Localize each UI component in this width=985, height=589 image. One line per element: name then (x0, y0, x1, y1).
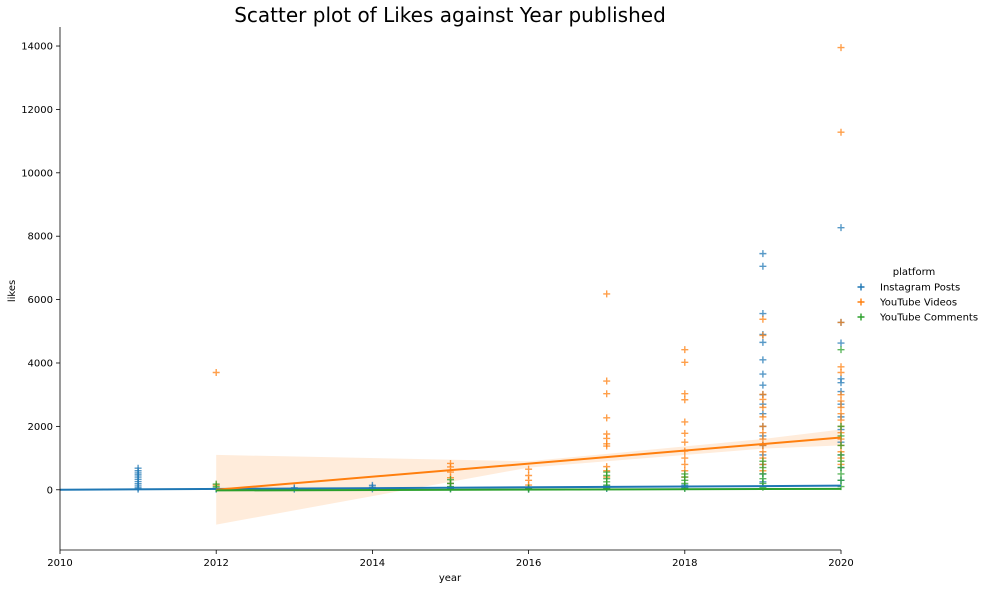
x-tick-label-2: 2014 (360, 558, 385, 569)
series-1-point-56 (837, 410, 845, 418)
y-tick-label-6: 12000 (21, 105, 53, 116)
series-1-point-18 (603, 442, 611, 450)
series-1-point-7 (525, 465, 533, 473)
series-0-point-27 (759, 250, 767, 258)
y-tick-label-5: 10000 (21, 168, 53, 179)
series-0-point-34 (759, 381, 767, 389)
x-tick-label-1: 2012 (203, 558, 228, 569)
x-tick-label-4: 2018 (672, 558, 697, 569)
series-0-point-33 (759, 370, 767, 378)
series-0-point-47 (837, 339, 845, 347)
x-axis-label: year (439, 573, 462, 584)
series-1-points (212, 44, 845, 489)
series-1-point-35 (759, 331, 767, 339)
y-tick-label-1: 2000 (28, 422, 53, 433)
series-1-point-28 (681, 438, 689, 446)
series-1-point-0 (212, 368, 220, 376)
chart-title: Scatter plot of Likes against Year publi… (234, 3, 666, 27)
y-tick-label-0: 0 (47, 485, 53, 496)
legend-entry-1: YouTube Videos (879, 298, 957, 309)
series-1-point-54 (837, 397, 845, 405)
series-1-point-27 (681, 429, 689, 437)
series-2-point-31 (837, 451, 845, 459)
axes: 2010 2012 2014 2016 2018 2020 0 2000 4000 6000 800… (21, 27, 854, 569)
series-2-point-30 (837, 441, 845, 449)
series-1-point-34 (759, 315, 767, 323)
series-0-point-32 (759, 356, 767, 364)
series-1-point-31 (681, 460, 689, 468)
legend-entry-2: YouTube Comments (879, 313, 978, 324)
trend-line-0 (59, 484, 842, 491)
series-1-point-24 (681, 390, 689, 398)
legend-marker-1 (857, 298, 865, 306)
series-2-point-27 (837, 346, 845, 354)
series-1-point-41 (759, 429, 767, 437)
series-0-points (134, 224, 845, 493)
series-1-point-25 (681, 396, 689, 404)
series-1-point-11 (603, 290, 611, 298)
series-1-point-23 (681, 358, 689, 366)
trend-line-1 (216, 436, 842, 491)
x-tick-label-5: 2020 (828, 558, 853, 569)
series-1-point-48 (837, 44, 845, 52)
legend-entry-0: Instagram Posts (880, 283, 960, 294)
series-2-point-33 (837, 464, 845, 472)
series-1-point-50 (837, 318, 845, 326)
series-2-point-35 (837, 476, 845, 484)
x-tick-label-0: 2010 (47, 558, 72, 569)
series-1-point-30 (681, 454, 689, 462)
series-2-point-21 (759, 457, 767, 465)
trend-line-2 (216, 487, 842, 492)
series-1-point-49 (837, 128, 845, 136)
series-1-point-12 (603, 377, 611, 385)
series-1-point-52 (837, 368, 845, 376)
x-tick-label-3: 2016 (516, 558, 541, 569)
series-1-point-40 (759, 422, 767, 430)
series-1-point-14 (603, 414, 611, 422)
legend-marker-0 (857, 283, 865, 291)
series-1-point-53 (837, 391, 845, 399)
series-1-point-22 (681, 346, 689, 354)
series-2-point-32 (837, 457, 845, 465)
y-tick-label-7: 14000 (21, 42, 53, 53)
series-1-point-42 (759, 435, 767, 443)
series-2-point-34 (837, 470, 845, 478)
y-axis-label: likes (7, 280, 18, 302)
legend: platform Instagram Posts YouTube Videos Yo… (857, 267, 978, 324)
series-0-point-49 (837, 379, 845, 387)
series-1-point-55 (837, 403, 845, 411)
series-2-point-28 (837, 422, 845, 430)
series-1-point-44 (759, 448, 767, 456)
y-tick-label-3: 6000 (28, 295, 53, 306)
legend-marker-2 (857, 313, 865, 321)
series-1-point-26 (681, 418, 689, 426)
series-2-point-22 (759, 464, 767, 472)
series-0-point-28 (759, 262, 767, 270)
series-1-point-38 (759, 403, 767, 411)
y-tick-label-4: 8000 (28, 232, 53, 243)
series-0-point-31 (759, 338, 767, 346)
series-1-point-37 (759, 395, 767, 403)
plot-area (59, 44, 845, 525)
y-tick-label-2: 4000 (28, 358, 53, 369)
series-1-point-13 (603, 390, 611, 398)
legend-title: platform (893, 267, 936, 278)
series-1-point-39 (759, 413, 767, 421)
series-1-point-57 (837, 416, 845, 424)
series-0-point-45 (837, 224, 845, 232)
